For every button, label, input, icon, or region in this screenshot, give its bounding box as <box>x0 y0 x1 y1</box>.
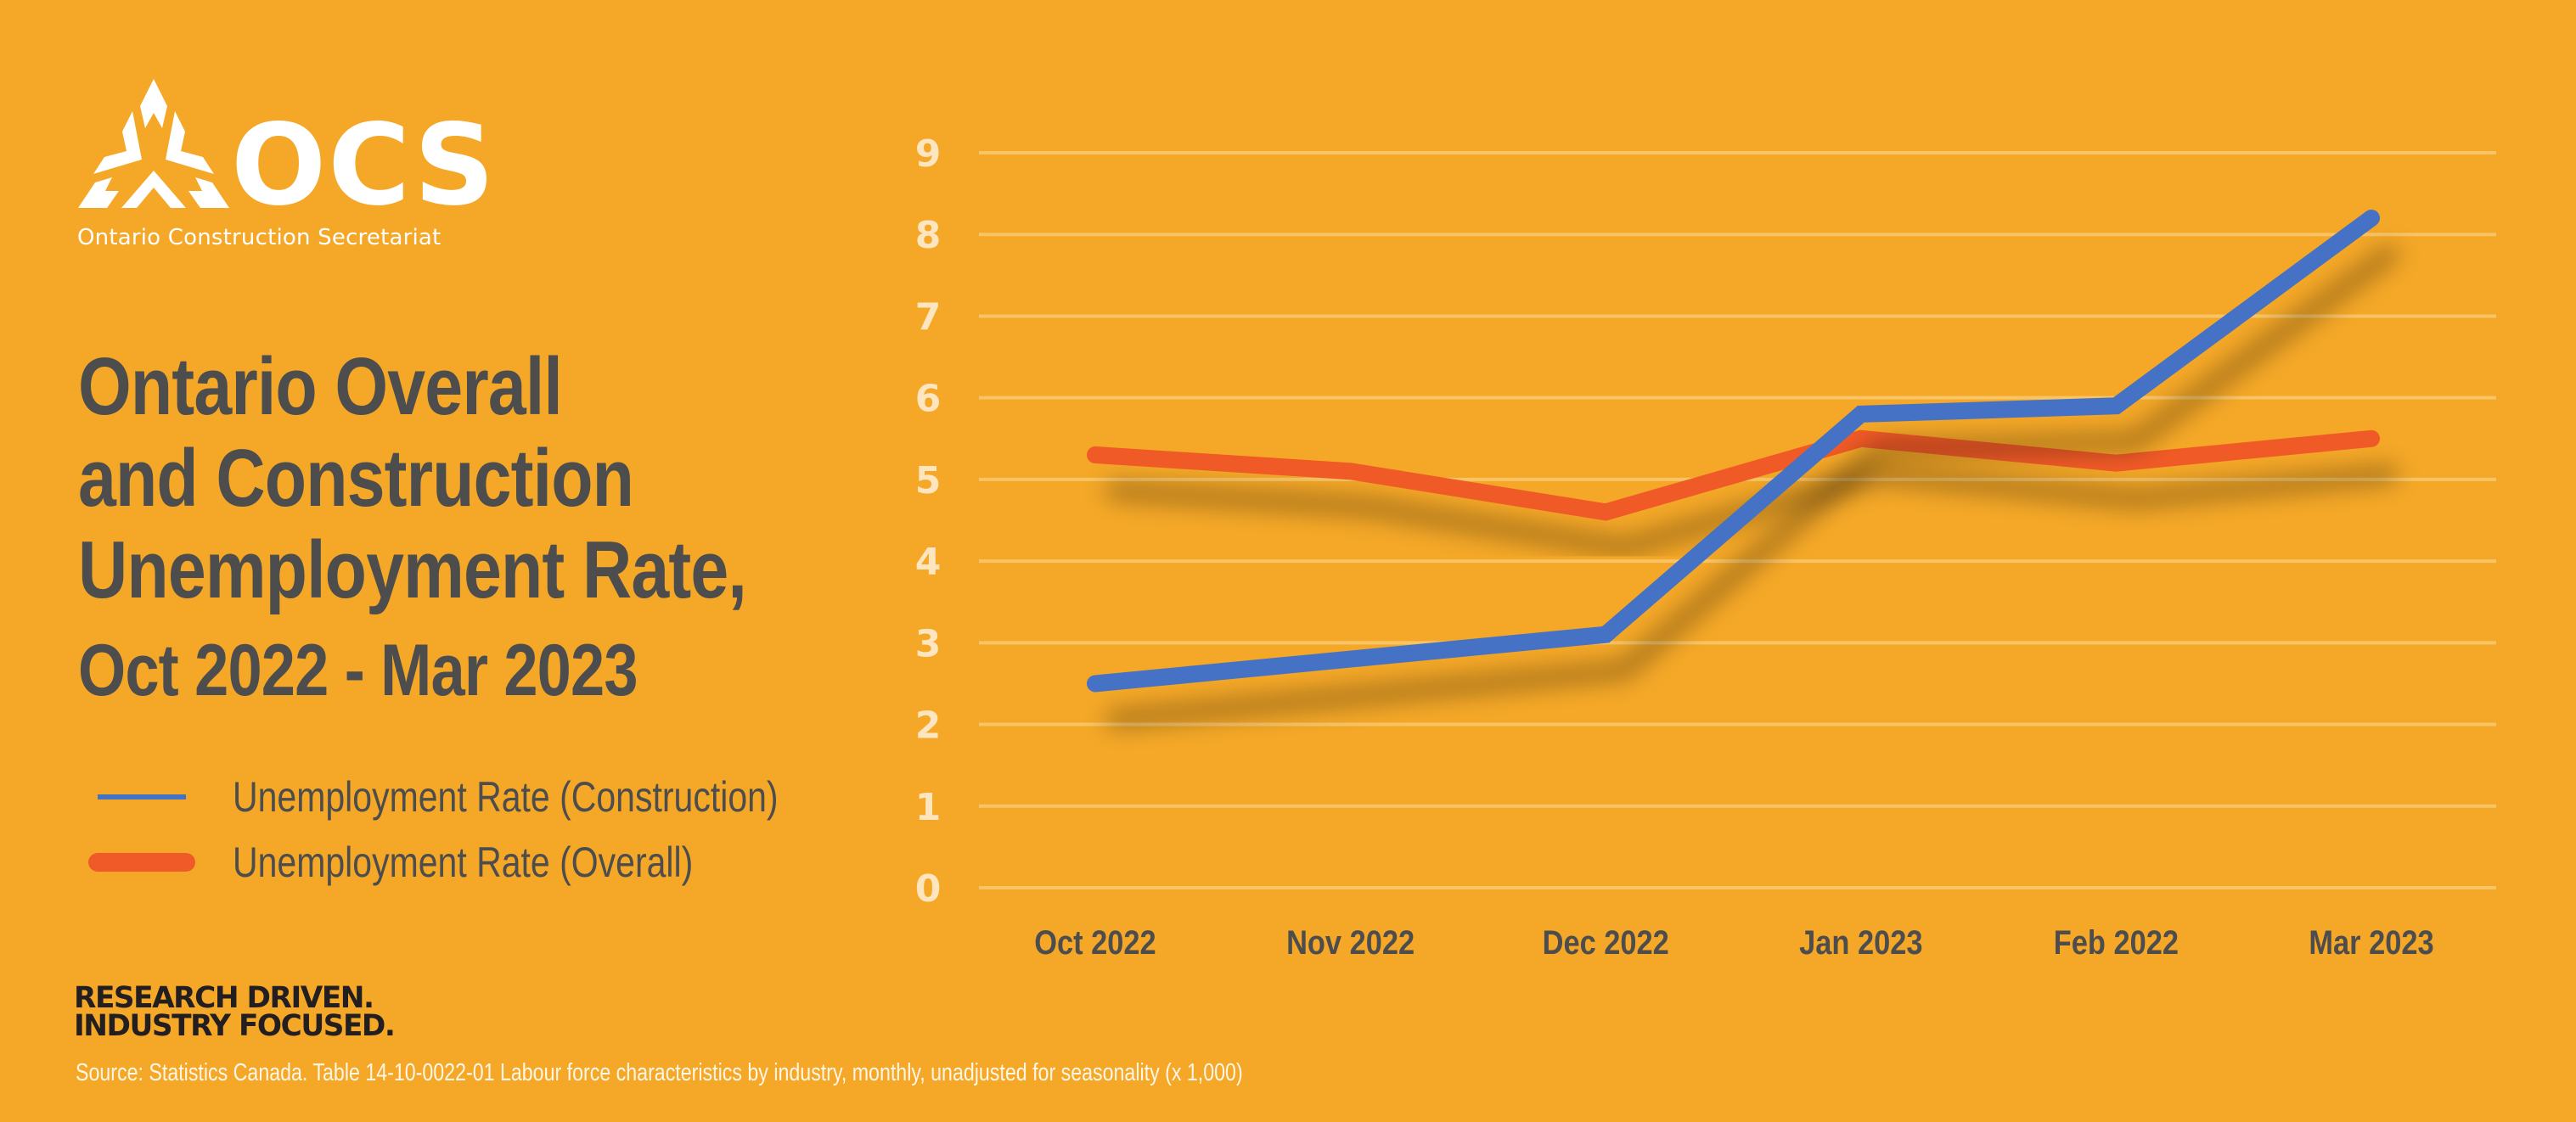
y-tick-label-9: 9 <box>915 132 942 176</box>
title-period: Oct 2022 - Mar 2023 <box>78 630 638 711</box>
legend-label-construction: Unemployment Rate (Construction) <box>233 773 779 821</box>
series-line-construction <box>1087 209 2380 693</box>
y-tick-label-0: 0 <box>915 867 942 911</box>
x-tick-label-1: Nov 2022 <box>1286 923 1415 962</box>
y-tick-label-3: 3 <box>915 622 942 665</box>
title-line-2: and Construction <box>78 433 634 524</box>
y-tick-label-6: 6 <box>915 378 942 421</box>
y-tick-label-1: 1 <box>915 786 942 829</box>
series <box>1087 209 2380 693</box>
legend-item-construction: Unemployment Rate (Construction) <box>88 773 898 821</box>
gridlines <box>979 151 2496 889</box>
title-line-3: Unemployment Rate, <box>78 525 747 615</box>
tagline-line-1: RESEARCH DRIVEN. <box>74 981 374 1015</box>
x-tick-label-0: Oct 2022 <box>1034 923 1156 962</box>
x-tick-label-2: Dec 2022 <box>1543 923 1669 962</box>
chart-title: Ontario Overall and Construction Unemplo… <box>78 341 747 711</box>
y-axis-ticks: 0 1 2 3 4 5 6 7 8 9 <box>915 132 942 911</box>
legend-item-overall: Unemployment Rate (Overall) <box>88 839 794 886</box>
legend-label-overall: Unemployment Rate (Overall) <box>233 839 694 886</box>
x-tick-label-5: Mar 2023 <box>2309 923 2433 962</box>
y-tick-label-5: 5 <box>915 459 942 502</box>
title-line-1: Ontario Overall <box>78 341 563 432</box>
y-tick-label-4: 4 <box>915 541 942 584</box>
x-axis-ticks: Oct 2022 Nov 2022 Dec 2022 Jan 2023 Feb 2022… <box>1034 923 2433 962</box>
legend-swatch-overall <box>88 853 195 872</box>
organization-name: Ontario Construction Secretariat <box>77 225 442 250</box>
x-tick-label-3: Jan 2023 <box>1799 923 1922 962</box>
ocs-logo-icon <box>78 79 229 208</box>
tagline-line-2: INDUSTRY FOCUSED. <box>74 1009 396 1043</box>
source-note: Source: Statistics Canada. Table 14-10-0… <box>76 1059 1243 1086</box>
tagline: RESEARCH DRIVEN. INDUSTRY FOCUSED. <box>74 981 396 1043</box>
y-tick-label-7: 7 <box>915 295 942 339</box>
y-tick-label-8: 8 <box>915 214 942 257</box>
legend-swatch-construction <box>88 794 195 799</box>
x-tick-label-4: Feb 2022 <box>2054 923 2179 962</box>
series-line-overall <box>1087 429 2380 521</box>
y-tick-label-2: 2 <box>915 704 942 748</box>
logo-wordmark: OCS <box>231 100 497 231</box>
